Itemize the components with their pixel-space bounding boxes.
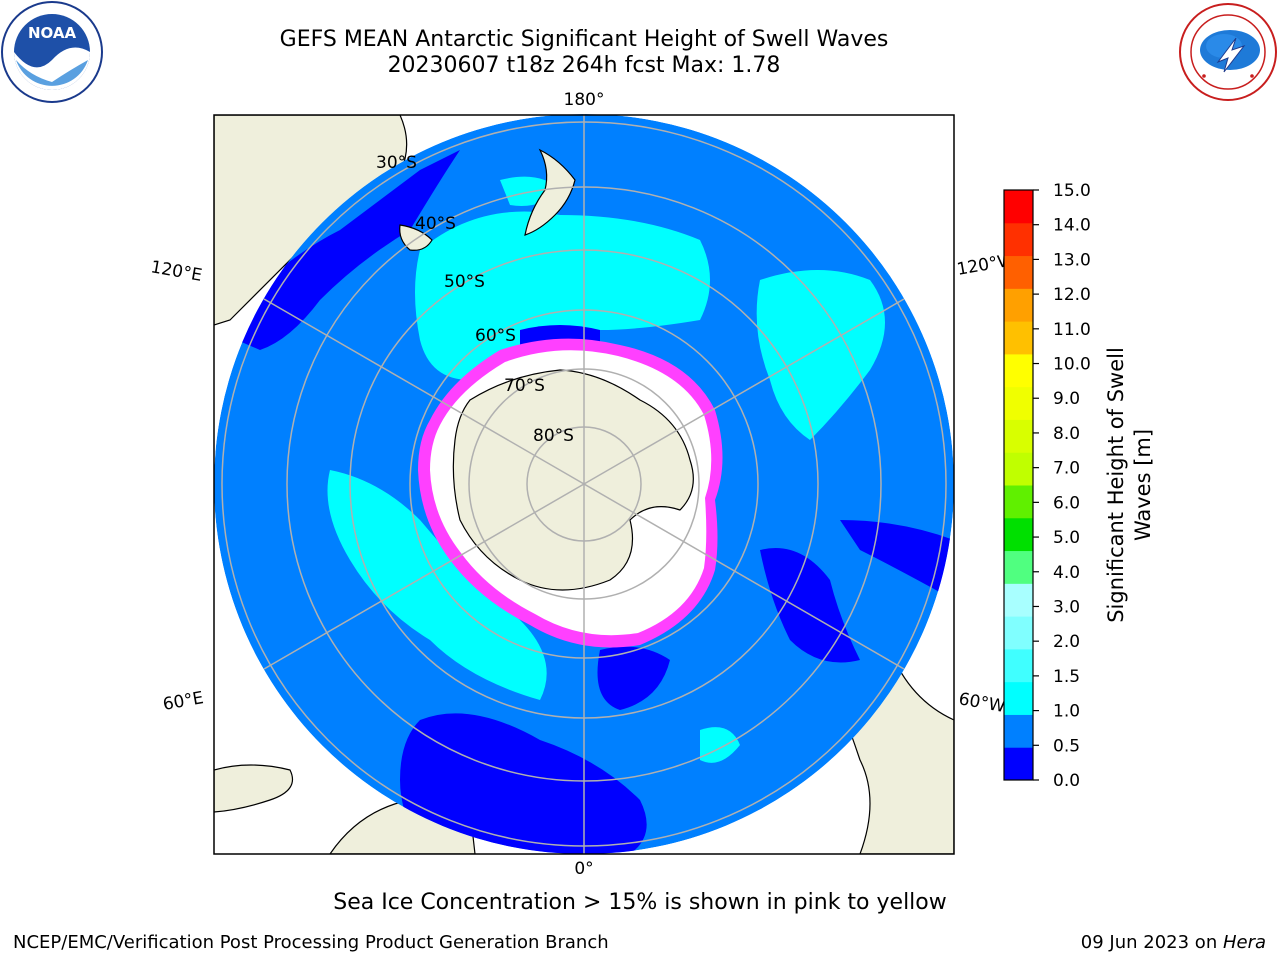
colorbar-tick-label: 14.0: [1053, 216, 1091, 236]
map-ocean: [214, 114, 954, 854]
lon-label-180: 180°: [564, 90, 605, 110]
colorbar-tick-label: 9.0: [1053, 389, 1080, 409]
footer-host: Hera: [1222, 932, 1266, 953]
lat-label-80s: 80°S: [533, 426, 574, 446]
colorbar-label-line2: Waves [m]: [1131, 429, 1155, 541]
sea-ice-caption: Sea Ice Concentration > 15% is shown in …: [333, 890, 947, 915]
lon-label-60w: 60°W: [957, 689, 1007, 717]
colorbar-tick-label: 2.0: [1053, 632, 1080, 652]
colorbar-tick-label: 1.0: [1053, 702, 1080, 722]
colorbar-tick-label: 12.0: [1053, 285, 1091, 305]
lat-label-40s: 40°S: [415, 214, 456, 234]
colorbar-bin-7.0-8.0: [1004, 419, 1033, 453]
colorbar: 15.0 14.0 13.0 12.0 11.0 10.0 9.0 8.0 7.0 6.0 5.0 4…: [1003, 181, 1091, 791]
colorbar-bin-2.0-2.5: [1004, 616, 1033, 650]
noaa-logo: NOAA: [1, 1, 103, 103]
lat-label-50s: 50°S: [444, 272, 485, 292]
colorbar-bin-1.5-2.0: [1004, 648, 1033, 683]
chart-title-line2: 20230607 t18z 264h fcst Max: 1.78: [387, 53, 781, 78]
chart-title-line1: GEFS MEAN Antarctic Significant Height o…: [279, 27, 889, 52]
footer-credit: NCEP/EMC/Verification Post Processing Pr…: [13, 932, 609, 953]
lon-label-0: 0°: [574, 859, 593, 879]
colorbar-tick-label: 4.0: [1053, 563, 1080, 583]
noaa-logo-text: NOAA: [28, 24, 77, 42]
colorbar-bin-6.0-7.0: [1004, 452, 1033, 486]
footer-date: 09 Jun 2023 on Hera: [1081, 932, 1266, 953]
colorbar-tick-label: 13.0: [1053, 250, 1091, 270]
colorbar-tick-label: 15.0: [1053, 181, 1091, 201]
colorbar-tick-label: 11.0: [1053, 320, 1091, 340]
lon-label-60e: 60°E: [161, 688, 205, 715]
colorbar-bin-8.0-9.0: [1004, 386, 1033, 420]
colorbar-tick-label: 8.0: [1053, 424, 1080, 444]
colorbar-tick-label: 1.5: [1053, 667, 1080, 687]
colorbar-bin-10.0-11.0: [1004, 321, 1033, 355]
colorbar-bin-0.0-0.5: [1004, 747, 1033, 781]
colorbar-bin-13.0-14.0: [1004, 222, 1033, 257]
lon-label-120e: 120°E: [149, 257, 203, 286]
colorbar-bin-11.0-12.0: [1004, 288, 1033, 322]
colorbar-tick-label: 7.0: [1053, 459, 1080, 479]
lat-label-30s: 30°S: [376, 153, 417, 173]
colorbar-bin-14.0-15.0: [1004, 190, 1033, 224]
nws-logo: [1179, 3, 1277, 101]
colorbar-bin-1.0-1.5: [1004, 681, 1033, 715]
colorbar-bin-0.5-1.0: [1004, 714, 1033, 748]
colorbar-bin-5.0-6.0: [1004, 485, 1033, 519]
lat-label-70s: 70°S: [504, 376, 545, 396]
map-frame: [213, 114, 955, 855]
colorbar-bin-9.0-10.0: [1004, 353, 1033, 388]
colorbar-frame: [1003, 189, 1034, 781]
colorbar-label-line1: Significant Height of Swell: [1104, 347, 1128, 623]
colorbar-tick-label: 0.5: [1053, 736, 1080, 756]
colorbar-tick-label: 10.0: [1053, 355, 1091, 375]
colorbar-bin-2.5-3.0: [1004, 583, 1033, 617]
lat-label-60s: 60°S: [475, 326, 516, 346]
colorbar-bin-4.0-5.0: [1004, 517, 1033, 552]
colorbar-tick-label: 5.0: [1053, 528, 1080, 548]
footer-date-text: 09 Jun 2023 on: [1080, 932, 1223, 953]
colorbar-tick-label: 6.0: [1053, 493, 1080, 513]
colorbar-bin-12.0-13.0: [1004, 255, 1033, 289]
colorbar-bin-3.0-4.0: [1004, 550, 1033, 584]
colorbar-tick-label: 3.0: [1053, 597, 1080, 617]
colorbar-tick-label: 0.0: [1053, 771, 1080, 791]
